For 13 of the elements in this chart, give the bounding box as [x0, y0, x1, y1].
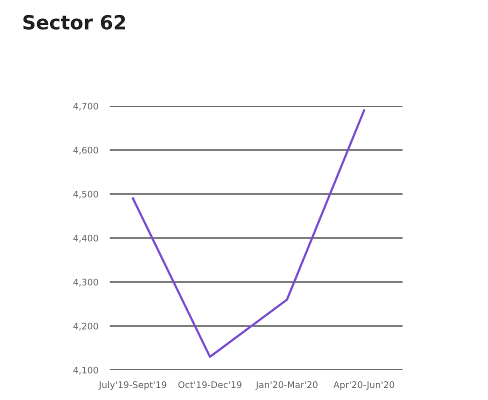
y-tick-label: 4,200: [73, 322, 98, 330]
y-tick-label: 4,100: [73, 366, 98, 374]
chart-title: Sector 62: [23, 14, 126, 30]
x-tick-label: July'19-Sept'19: [98, 381, 166, 390]
x-tick-label: Jan'20-Mar'20: [255, 381, 318, 390]
y-tick-label: 4,700: [73, 102, 98, 110]
line-series: [132, 109, 366, 358]
x-tick-label: Apr'20-Jun'20: [333, 381, 394, 390]
y-tick-label: 4,300: [73, 278, 98, 286]
x-tick-label: Oct'19-Dec'19: [178, 381, 242, 388]
y-tick-label: 4,600: [73, 146, 98, 154]
y-tick-label: 4,500: [73, 190, 98, 198]
y-tick-label: 4,400: [73, 234, 98, 242]
